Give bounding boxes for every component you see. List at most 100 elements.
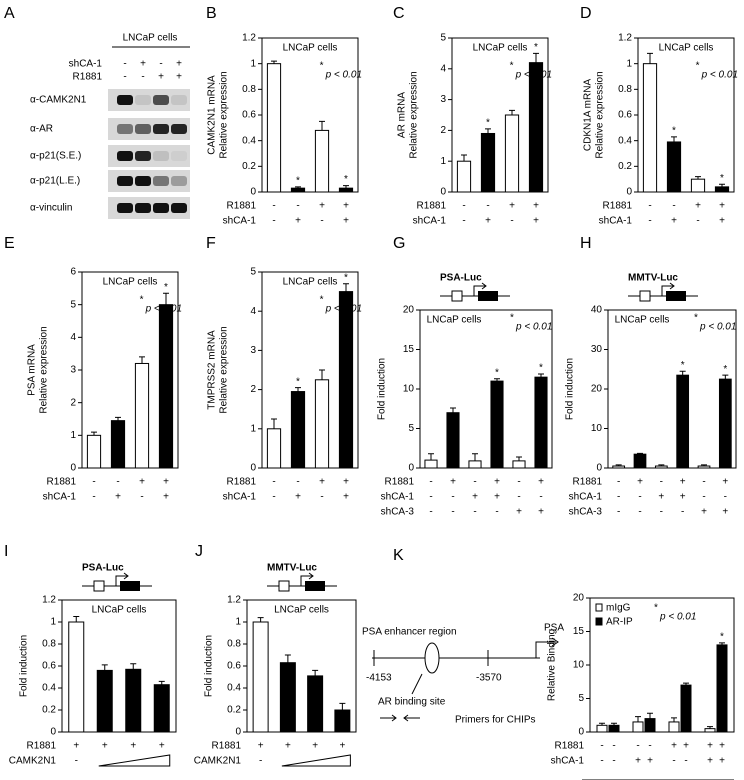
condition-sign: + [719,741,725,752]
bar [290,391,306,469]
condition-sign: + [722,507,728,518]
primers-label: Primers for CHIPs [455,715,536,726]
y-tick-label: 1 [250,58,256,69]
start-label: -4153 [366,673,392,684]
error-bar [115,416,121,421]
y-axis-label: Relative expression [409,71,420,158]
condition-sign: - [320,216,323,227]
condition-sign: + [683,741,689,752]
condition-sign: - [75,756,78,767]
error-bar [516,456,522,461]
annotation-mark: * [654,603,658,614]
error-bar [494,378,500,382]
error-bar [284,654,291,663]
y-tick-label: 0 [250,463,256,474]
condition-sign: + [719,756,725,767]
condition-sign: + [701,507,707,518]
error-bar [679,370,686,376]
bar [480,132,496,193]
band [135,203,151,213]
condition-name: shCA-1 [413,216,447,227]
condition-sign: + [509,201,515,212]
condition-sign: - [617,507,620,518]
bar [68,621,85,733]
error-bar [91,431,97,436]
error-bar [312,669,319,676]
bar [608,724,620,733]
y-tick-label: 10 [591,423,603,434]
bar [666,141,682,193]
y-tick-label: 40 [591,305,603,316]
y-tick-label: 1 [250,423,256,434]
legend-swatch [595,603,603,612]
condition-name: R1881 [227,477,257,488]
bar [307,675,324,733]
condition-sign: + [707,756,713,767]
condition-sign: - [473,507,476,518]
error-bar [635,716,641,722]
annotation-mark: * [320,295,324,306]
y-tick-label: 0.8 [42,639,56,650]
annotation: p < 0.01 [515,322,552,333]
wedge [98,754,171,767]
condition-sign: + [538,507,544,518]
bar [266,63,282,193]
significance-mark: * [534,42,538,53]
condition-sign: - [517,492,520,503]
panel-letter: J [195,543,203,560]
condition-sign: - [672,756,675,767]
bar [314,129,330,193]
condition-sign: - [612,756,615,767]
condition-sign: + [159,741,165,752]
bar [596,724,608,733]
annotation: p < 0.01 [701,70,738,81]
bar [290,187,306,193]
panel-letter: A [4,5,15,22]
band [153,203,169,213]
y-tick-label: 0.4 [242,135,256,146]
blot-strip [108,89,190,111]
y-axis-label: CAMK2N1 mRNA [207,75,218,155]
y-tick-label: 2 [250,384,256,395]
y-axis-label: Relative expression [219,326,230,413]
condition-sign: + [73,741,79,752]
y-tick-label: 5 [578,693,584,704]
condition-sign: + [719,201,725,212]
legend-swatch [595,617,603,626]
significance-mark: * [495,367,499,378]
condition-sign: + [339,741,345,752]
condition-sign: + [494,477,500,488]
bar [158,304,174,469]
condition-name: shCA-3 [381,507,415,518]
error-bar [707,726,713,729]
y-axis-label: Fold induction [19,635,30,697]
error-bar [658,464,665,467]
error-bar [450,407,456,413]
y-tick-label: 20 [591,384,603,395]
condition-name: R1881 [73,72,103,83]
construct-box [639,290,651,302]
luc-box [120,581,140,591]
error-bar [485,128,491,134]
annotation-mark: * [320,61,324,72]
condition-sign: + [163,492,169,503]
condition-sign: - [159,59,162,70]
annotation: p < 0.01 [659,612,696,623]
condition-sign: + [176,72,182,83]
y-tick-label: 0.2 [42,705,56,716]
significance-mark: * [720,632,724,643]
y-axis-label: CDKN1A mRNA [583,79,594,152]
condition-sign: - [116,477,119,488]
annotation-mark: * [694,313,698,324]
legend-label: AR-IP [606,617,633,628]
band [135,151,151,161]
condition-sign: - [272,201,275,212]
bar [334,709,351,733]
y-tick-label: 0.2 [227,705,241,716]
condition-sign: + [343,216,349,227]
condition-name: shCA-3 [569,507,603,518]
y-tick-label: 3 [250,345,256,356]
condition-sign: - [123,72,126,83]
bar [716,644,728,733]
band [171,124,187,134]
